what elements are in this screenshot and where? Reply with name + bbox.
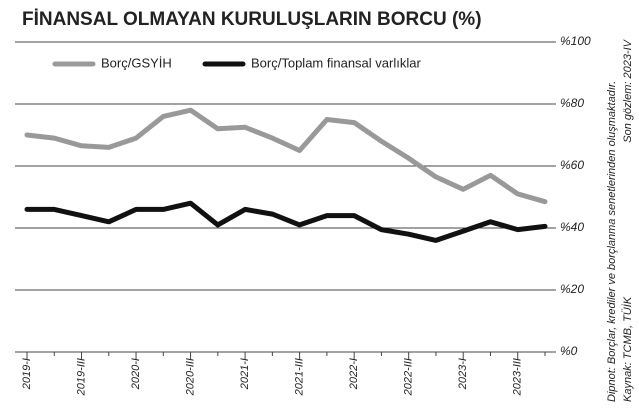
y-tick-label: %20 <box>560 282 584 296</box>
x-tick-label: 2022-I <box>348 358 360 390</box>
y-tick-label: %40 <box>560 220 584 234</box>
y-tick-label: %0 <box>560 344 578 358</box>
note: Kaynak: TCMB, TÜİK <box>622 296 634 402</box>
x-tick-label: 2019-I <box>21 358 33 390</box>
note: Son gözlem: 2023-IV <box>622 38 634 142</box>
x-tick-label: 2023-III <box>512 358 524 396</box>
x-tick-label: 2020-I <box>130 358 142 390</box>
x-tick-label: 2021-I <box>239 358 251 390</box>
y-tick-label: %80 <box>560 96 584 110</box>
line-series <box>24 200 548 243</box>
chart-title: FİNANSAL OLMAYAN KURULUŞLARIN BORCU (%) <box>22 9 482 30</box>
line-series <box>24 107 548 205</box>
x-tick-label: 2021-III <box>294 358 306 396</box>
y-tick-label: %100 <box>560 34 591 48</box>
x-tick-label: 2023-I <box>457 358 469 390</box>
x-tick-label: 2020-III <box>184 358 196 396</box>
note: Dipnot: Borçlar, krediler ve borçlanma s… <box>606 81 618 402</box>
x-tick-label: 2022-III <box>403 358 415 396</box>
legend-label: Borç/Toplam finansal varlıklar <box>251 55 421 70</box>
x-tick-label: 2019-III <box>75 358 87 396</box>
legend-label: Borç/GSYİH <box>101 55 172 70</box>
y-tick-label: %60 <box>560 158 584 172</box>
